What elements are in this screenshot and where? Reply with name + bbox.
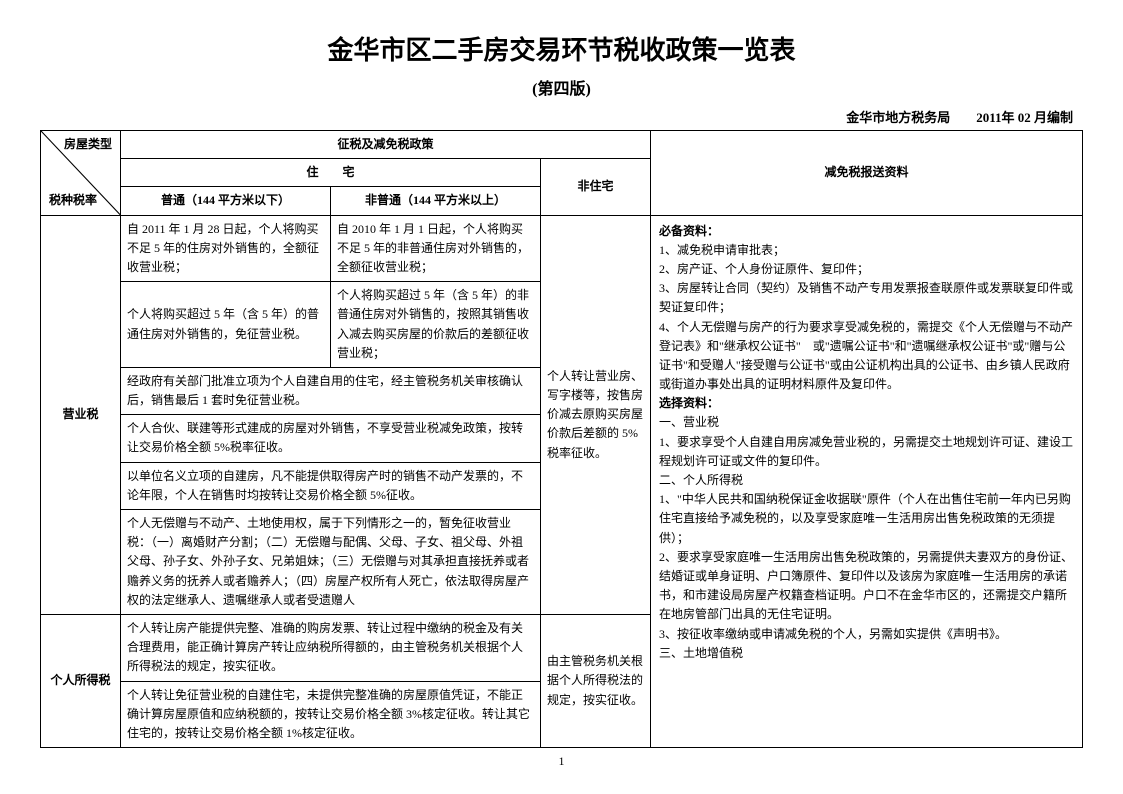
edition: (第四版) bbox=[40, 75, 1083, 99]
req-3: 3、房屋转让合同（契约）及销售不动产专用发票报查联原件或发票联复印件或契证复印件… bbox=[659, 279, 1074, 317]
page-title: 金华市区二手房交易环节税收政策一览表 bbox=[40, 30, 1083, 67]
biz-nonres: 个人转让营业房、写字楼等，按售房价减去原购买房屋价款后差额的 5%税率征收。 bbox=[541, 215, 651, 614]
iit-row1: 个人转让房产能提供完整、准确的购房发票、转让过程中缴纳的税金及有关合理费用，能正… bbox=[121, 614, 541, 681]
residential-header: 住 宅 bbox=[121, 159, 541, 187]
biz-row3: 经政府有关部门批准立项为个人自建自用的住宅，经主管税务机关审核确认后，销售最后 … bbox=[121, 367, 541, 414]
issuer-date: 金华市地方税务局 2011年 02 月编制 bbox=[40, 107, 1083, 126]
biz-ord-1: 自 2011 年 1 月 28 日起，个人将购买不足 5 年的住房对外销售的，全… bbox=[121, 215, 331, 282]
non-ordinary-header: 非普通（144 平方米以上） bbox=[331, 187, 541, 215]
biz-nonord-1: 自 2010 年 1 月 1 日起，个人将购买不足 5 年的非普通住房对外销售的… bbox=[331, 215, 541, 282]
non-residential-header: 非住宅 bbox=[541, 159, 651, 215]
policy-table: 房屋类型 税种税率 征税及减免税政策 减免税报送资料 住 宅 非住宅 普通（14… bbox=[40, 130, 1083, 748]
biz-ord-2: 个人将购买超过 5 年（含 5 年）的普通住房对外销售的，免征营业税。 bbox=[121, 282, 331, 368]
materials-cell: 必备资料： 1、减免税申请审批表； 2、房产证、个人身份证原件、复印件； 3、房… bbox=[651, 215, 1083, 748]
opt-s1-1: 1、要求享受个人自建自用房减免营业税的，另需提交土地规划许可证、建设工程规划许可… bbox=[659, 433, 1074, 471]
req-1: 1、减免税申请审批表； bbox=[659, 241, 1074, 260]
opt-s1t: 一、营业税 bbox=[659, 413, 1074, 432]
biz-tax-label: 营业税 bbox=[41, 215, 121, 614]
opt-s2-1: 1、"中华人民共和国纳税保证金收据联"原件（个人在出售住宅前一年内已另购住宅直接… bbox=[659, 490, 1074, 548]
biz-row6: 个人无偿赠与不动产、土地使用权，属于下列情形之一的，暂免征收营业税：（一）离婚财… bbox=[121, 510, 541, 615]
opt-s2-3: 3、按征收率缴纳或申请减免税的个人，另需如实提供《声明书》。 bbox=[659, 625, 1074, 644]
biz-nonord-2: 个人将购买超过 5 年（含 5 年）的非普通住房对外销售的，按照其销售收入减去购… bbox=[331, 282, 541, 368]
iit-row2: 个人转让免征营业税的自建住宅，未提供完整准确的房屋原值凭证，不能正确计算房屋原值… bbox=[121, 681, 541, 748]
opt-s3t: 三、土地增值税 bbox=[659, 644, 1074, 663]
policy-header: 征税及减免税政策 bbox=[121, 131, 651, 159]
biz-row4: 个人合伙、联建等形式建成的房屋对外销售，不享受营业税减免政策，按转让交易价格全额… bbox=[121, 415, 541, 462]
opt-title: 选择资料： bbox=[659, 394, 1074, 413]
opt-s2-2: 2、要求享受家庭唯一生活用房出售免税政策的，另需提供夫妻双方的身份证、结婚证或单… bbox=[659, 548, 1074, 625]
req-title: 必备资料： bbox=[659, 222, 1074, 241]
iit-label: 个人所得税 bbox=[41, 614, 121, 747]
materials-header: 减免税报送资料 bbox=[651, 131, 1083, 216]
req-4: 4、个人无偿赠与房产的行为要求享受减免税的，需提交《个人无偿赠与不动产登记表》和… bbox=[659, 318, 1074, 395]
biz-row5: 以单位名义立项的自建房，凡不能提供取得房产时的销售不动产发票的，不论年限，个人在… bbox=[121, 462, 541, 509]
diag-header: 房屋类型 税种税率 bbox=[41, 131, 121, 216]
opt-s2t: 二、个人所得税 bbox=[659, 471, 1074, 490]
req-2: 2、房产证、个人身份证原件、复印件； bbox=[659, 260, 1074, 279]
diag-bottom-label: 税种税率 bbox=[49, 191, 97, 210]
ordinary-header: 普通（144 平方米以下） bbox=[121, 187, 331, 215]
iit-nonres: 由主管税务机关根据个人所得税法的规定，按实征收。 bbox=[541, 614, 651, 747]
page-number: 1 bbox=[40, 754, 1083, 769]
diag-top-label: 房屋类型 bbox=[64, 135, 112, 154]
